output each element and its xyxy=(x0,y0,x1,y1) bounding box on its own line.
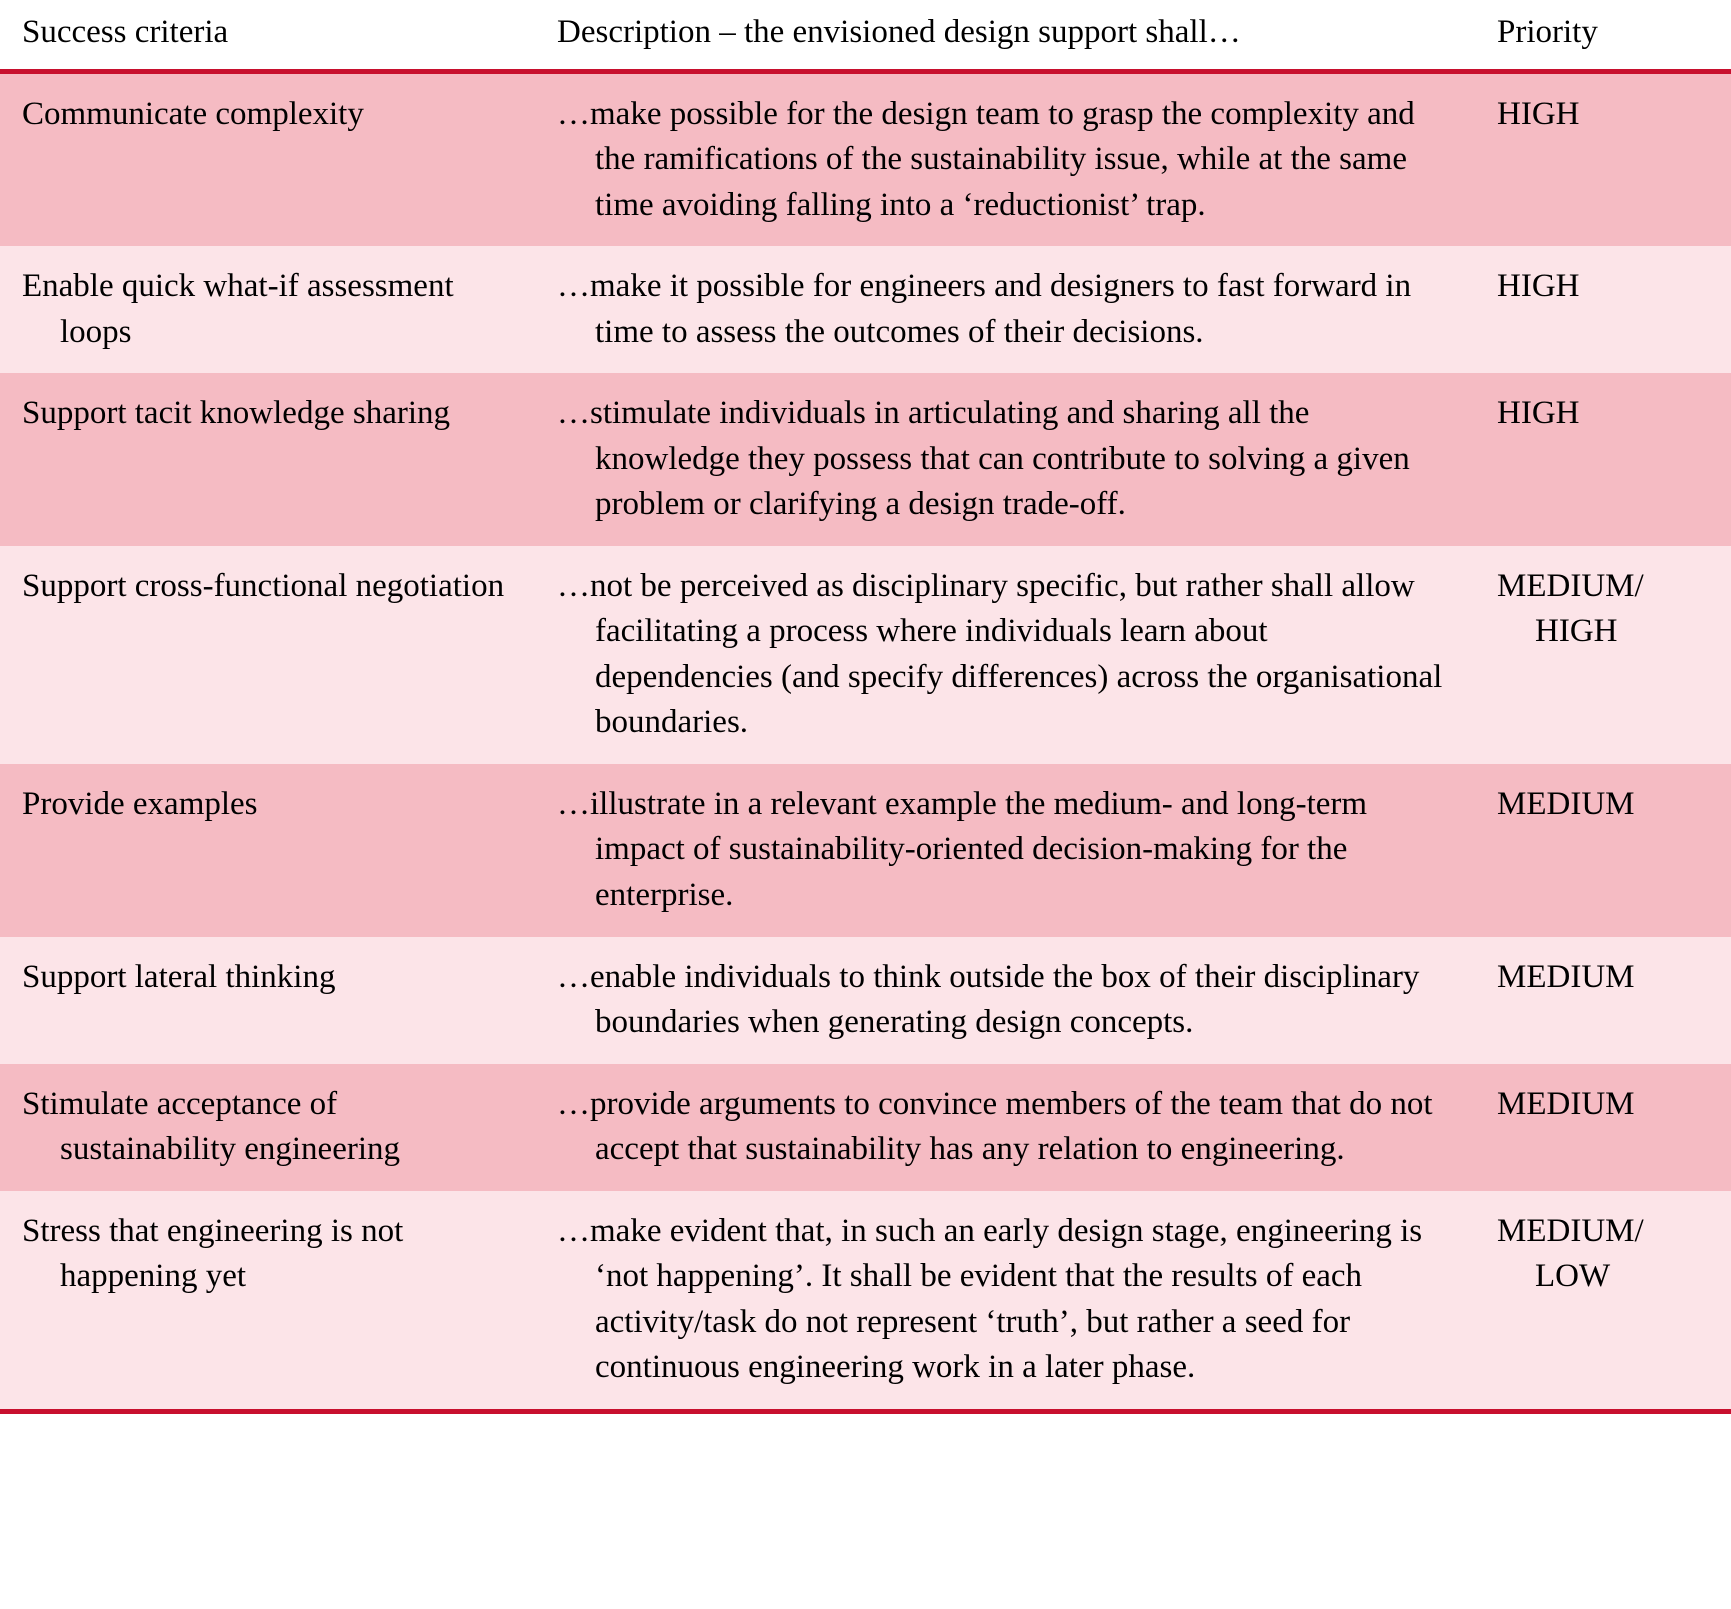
cell-description: …illustrate in a relevant example the me… xyxy=(557,782,1453,919)
cell-description: …enable individuals to think outside the… xyxy=(557,955,1453,1046)
success-criteria-table: Success criteria Description – the envis… xyxy=(0,0,1731,1414)
cell-description: …provide arguments to convince members o… xyxy=(557,1082,1453,1173)
cell-description: …make evident that, in such an early des… xyxy=(557,1209,1453,1391)
cell-description: …make possible for the design team to gr… xyxy=(557,92,1453,229)
cell-criteria: Support cross-functional negotiation xyxy=(22,564,513,610)
cell-priority: HIGH xyxy=(1497,264,1709,310)
cell-description: …make it possible for engineers and desi… xyxy=(557,264,1453,355)
col-header-description: Description – the envisioned design supp… xyxy=(535,0,1475,71)
col-header-criteria: Success criteria xyxy=(0,0,535,71)
table-row: Communicate complexity …make possible fo… xyxy=(0,71,1731,246)
cell-criteria: Stress that engineering is not happening… xyxy=(22,1209,513,1300)
cell-priority: MEDIUM xyxy=(1497,1082,1709,1128)
table-row: Support lateral thinking …enable individ… xyxy=(0,937,1731,1064)
table-container: Success criteria Description – the envis… xyxy=(0,0,1731,1414)
cell-priority: HIGH xyxy=(1497,391,1709,437)
cell-criteria: Support lateral thinking xyxy=(22,955,513,1001)
table-row: Enable quick what-if assessment loops …m… xyxy=(0,246,1731,373)
table-row: Support tacit knowledge sharing …stimula… xyxy=(0,373,1731,546)
cell-criteria: Provide examples xyxy=(22,782,513,828)
table-row: Stimulate acceptance of sustainability e… xyxy=(0,1064,1731,1191)
col-header-priority: Priority xyxy=(1475,0,1731,71)
cell-criteria: Support tacit knowledge sharing xyxy=(22,391,513,437)
cell-priority: MEDIUM xyxy=(1497,955,1709,1001)
cell-priority: MEDIUM xyxy=(1497,782,1709,828)
table-row: Stress that engineering is not happening… xyxy=(0,1191,1731,1412)
cell-criteria: Enable quick what-if assessment loops xyxy=(22,264,513,355)
cell-priority: MEDIUM/ LOW xyxy=(1497,1209,1709,1300)
table-row: Provide examples …illustrate in a releva… xyxy=(0,764,1731,937)
table-header-row: Success criteria Description – the envis… xyxy=(0,0,1731,71)
cell-description: …stimulate individuals in articulating a… xyxy=(557,391,1453,528)
cell-criteria: Stimulate acceptance of sustainability e… xyxy=(22,1082,513,1173)
cell-priority: MEDIUM/ HIGH xyxy=(1497,564,1709,655)
cell-priority: HIGH xyxy=(1497,92,1709,138)
table-row: Support cross-functional negotiation …no… xyxy=(0,546,1731,764)
cell-description: …not be perceived as disciplinary specif… xyxy=(557,564,1453,746)
cell-criteria: Communicate complexity xyxy=(22,92,513,138)
